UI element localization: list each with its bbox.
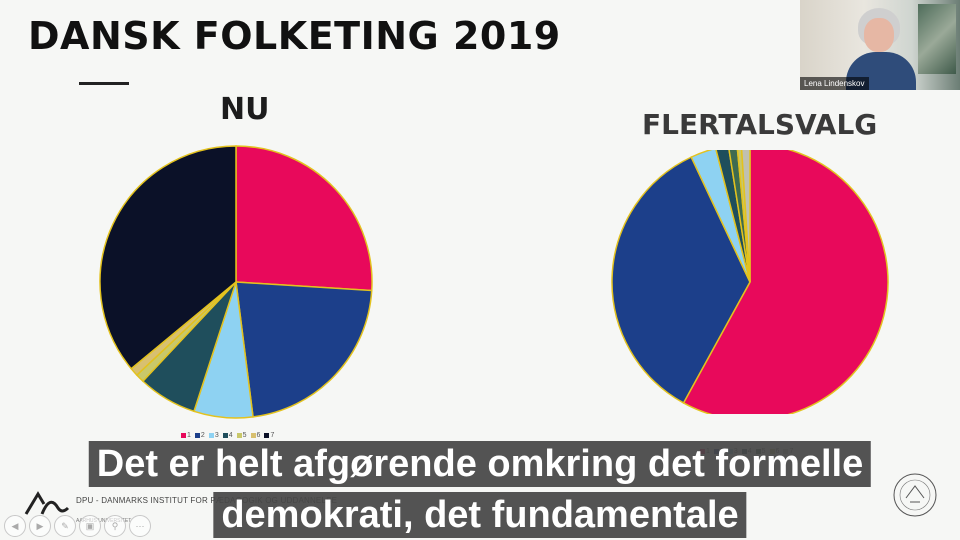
legend-item-5: 5 bbox=[236, 432, 247, 439]
pie-slice-2 bbox=[235, 281, 373, 418]
legend-swatch bbox=[194, 432, 200, 438]
legend-item-1: 1 bbox=[181, 432, 191, 439]
slide-title: DANSK FOLKETING 2019 bbox=[28, 14, 561, 58]
pie-chart-nu bbox=[99, 145, 373, 419]
participant-video[interactable]: Lena Lindenskov bbox=[800, 0, 960, 90]
legend-item-3: 3 bbox=[208, 432, 219, 439]
participant-face bbox=[864, 18, 894, 52]
university-seal-icon bbox=[893, 473, 937, 517]
legend-label: 7 bbox=[270, 432, 275, 439]
legend-swatch bbox=[208, 432, 214, 438]
legend-label: 4 bbox=[228, 432, 233, 439]
pie-slice-4 bbox=[715, 150, 751, 283]
legend-item-4: 4 bbox=[222, 432, 233, 439]
wall-painting bbox=[918, 4, 956, 74]
pie-slice-3 bbox=[690, 150, 751, 283]
legend-label: 5 bbox=[242, 432, 247, 439]
slideshow-controls: ◀ ▶ ✎ ▣ ⚲ ⋯ bbox=[4, 515, 151, 537]
pie-chart-flertalsvalg bbox=[611, 150, 889, 414]
next-icon[interactable]: ▶ bbox=[29, 515, 51, 537]
chart-title-flertalsvalg: FLERTALSVALG bbox=[642, 108, 878, 141]
legend-swatch bbox=[250, 432, 256, 438]
participant-name-label: Lena Lindenskov bbox=[800, 77, 869, 90]
university-logo-icon bbox=[24, 491, 70, 515]
pie-slice-2 bbox=[611, 156, 751, 404]
legend-swatch bbox=[181, 432, 186, 438]
footer-institution-text: DPU - DANMARKS INSTITUT FOR PÆDAGOGIK OG… bbox=[76, 496, 338, 505]
prev-icon[interactable]: ◀ bbox=[4, 515, 26, 537]
legend-item-7: 7 bbox=[264, 432, 274, 439]
subtitle-line-2: demokrati, det fundamentale bbox=[213, 492, 747, 538]
legend-swatch bbox=[264, 432, 270, 438]
legend-label: 2 bbox=[200, 432, 205, 439]
legend-label: 1 bbox=[187, 432, 191, 439]
view-icon[interactable]: ▣ bbox=[79, 515, 101, 537]
legend-item-2: 2 bbox=[194, 432, 205, 439]
footer-university-text: AARHUS UNIVERSITET bbox=[76, 518, 132, 524]
pie-slice-7 bbox=[99, 145, 237, 370]
legend-swatch bbox=[222, 432, 228, 438]
chart-title-nu: NU bbox=[220, 92, 270, 127]
legend-nu: 1 2 3 4 5 6 7 bbox=[181, 432, 278, 439]
more-icon[interactable]: ⋯ bbox=[129, 515, 151, 537]
legend-swatch bbox=[236, 432, 242, 438]
title-divider bbox=[79, 82, 129, 85]
legend-label: 3 bbox=[214, 432, 219, 439]
zoom-icon[interactable]: ⚲ bbox=[104, 515, 126, 537]
pie-slice-7 bbox=[740, 150, 751, 283]
subtitle-line-1: Det er helt afgørende omkring det formel… bbox=[88, 441, 872, 487]
pie-slice-1 bbox=[235, 145, 373, 292]
legend-label: 6 bbox=[256, 432, 261, 439]
legend-item-6: 6 bbox=[250, 432, 261, 439]
pie-slice-1 bbox=[682, 150, 889, 414]
pen-icon[interactable]: ✎ bbox=[54, 515, 76, 537]
